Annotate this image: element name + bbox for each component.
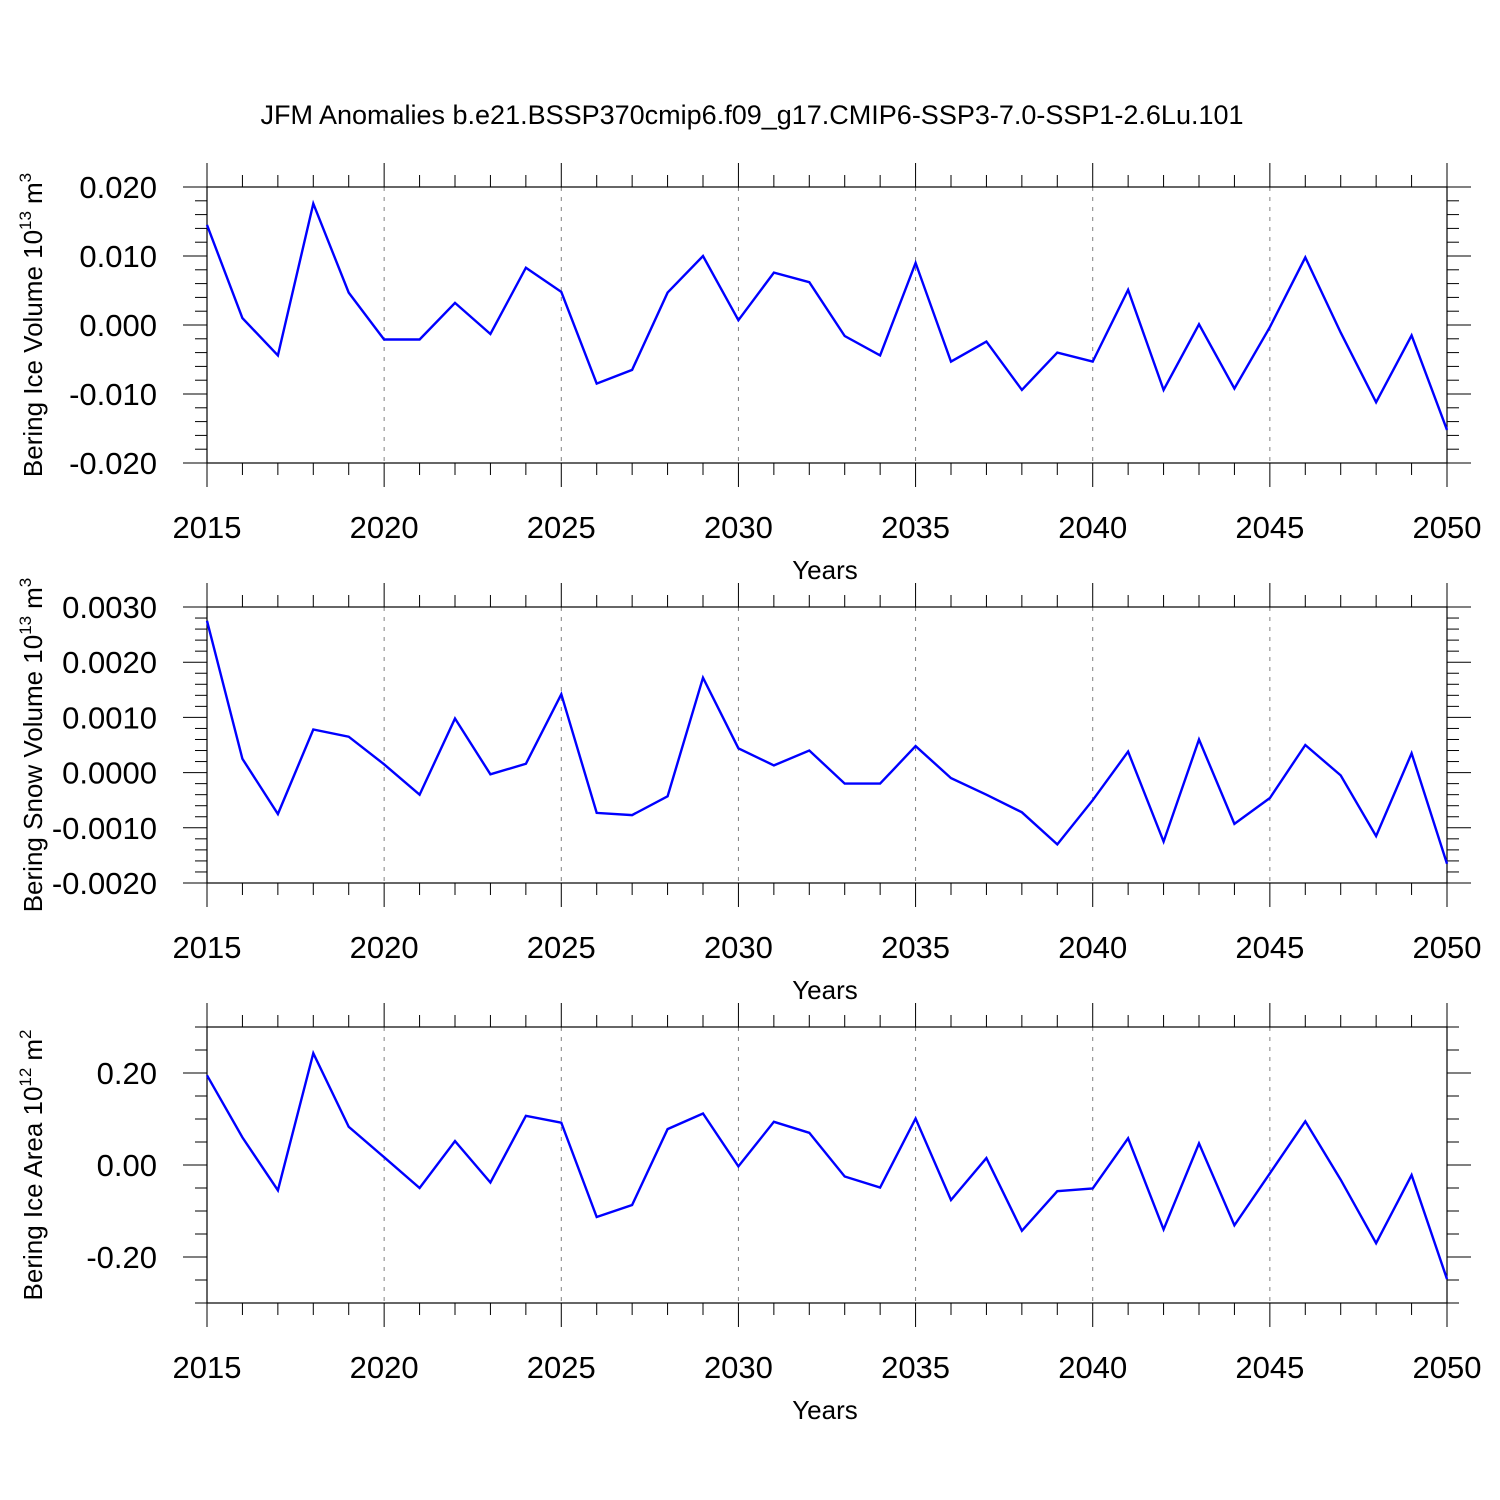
series-path (205, 620, 1449, 865)
y-tick-labels: -0.20 0.00 0.20 (86, 1056, 157, 1275)
y-tick-label: 0.020 (79, 170, 157, 205)
x-tick-label: 2030 (704, 930, 773, 965)
x-tick-label: 2025 (527, 510, 596, 545)
x-tick-label: 2035 (881, 510, 950, 545)
x-tick-label: 2020 (350, 930, 419, 965)
series-path (205, 199, 1449, 431)
y-tick-label: 0.0020 (62, 645, 157, 680)
x-tick-label: 2045 (1235, 930, 1304, 965)
y-tick-label: 0.20 (97, 1056, 157, 1091)
y-axis-label-exponent: 13 (16, 211, 35, 230)
x-axis-label: Years (792, 1395, 858, 1425)
x-tick-label: 2025 (527, 930, 596, 965)
series-line (205, 1049, 1449, 1280)
x-tick-labels: 2015 2020 2025 2030 2035 2040 2045 2050 (173, 510, 1482, 545)
y-axis-label-exponent: 13 (16, 616, 35, 635)
plot-frame (206, 606, 1448, 884)
panel-ice-area: -0.200.000.20 2015 2020 2025 2030 2035 2040 20… (16, 1003, 1481, 1425)
x-tick-label: 2020 (350, 510, 419, 545)
series-line (205, 199, 1449, 431)
y-tick-label: -0.0010 (52, 811, 157, 846)
panel-ice-volume: -0.020 -0.010 0.000 0.010 0.020 2015 2020 2025… (16, 163, 1481, 585)
figure-title: JFM Anomalies b.e21.BSSP370cmip6.f09_g17… (260, 100, 1243, 130)
x-tick-label: 2035 (881, 1350, 950, 1385)
x-tick-label: 2035 (881, 930, 950, 965)
x-grid (383, 607, 1271, 883)
x-tick-label: 2015 (173, 930, 242, 965)
y-axis-label-main: Bering Ice Volume 10 (18, 230, 48, 477)
x-tick-labels: 2015 2020 2025 2030 2035 2040 2045 2050 (173, 1350, 1482, 1385)
x-tick-label: 2020 (350, 1350, 419, 1385)
plot-frame (206, 1026, 1448, 1304)
x-tick-label: 2050 (1413, 1350, 1482, 1385)
x-axis-label: Years (792, 555, 858, 585)
y-tick-labels: -0.0020 -0.0010 0.0000 0.0010 0.0020 0.0030 (52, 590, 157, 901)
y-tick-label: -0.010 (69, 377, 157, 412)
y-axis-label: Bering Ice Area 1012 m2 (16, 1030, 48, 1301)
y-axis-label-unit-exponent: 2 (16, 1030, 35, 1039)
x-tick-label: 2025 (527, 1350, 596, 1385)
y-tick-label: 0.0030 (62, 590, 157, 625)
y-axis-label-unit-exponent: 3 (16, 173, 35, 182)
y-tick-label: -0.020 (69, 446, 157, 481)
x-tick-label: 2040 (1058, 510, 1127, 545)
x-tick-label: 2050 (1413, 510, 1482, 545)
axis-ticks (183, 163, 1471, 487)
y-tick-label: 0.0000 (62, 756, 157, 791)
plot-frame (206, 186, 1448, 464)
y-tick-label: 0.000 (79, 308, 157, 343)
x-tick-label: 2015 (173, 510, 242, 545)
y-tick-label: 0.0010 (62, 700, 157, 735)
x-tick-label: 2030 (704, 510, 773, 545)
x-grid (383, 187, 1271, 463)
series-line (205, 620, 1449, 865)
y-tick-label: -0.0020 (52, 866, 157, 901)
panel-snow-volume: -0.0020 -0.0010 0.0000 0.0010 0.0020 0.0030 2… (16, 578, 1481, 1005)
y-axis-label-unit-exponent: 3 (16, 578, 35, 587)
x-tick-label: 2040 (1058, 1350, 1127, 1385)
x-tick-label: 2040 (1058, 930, 1127, 965)
y-axis-label-unit: m (18, 1039, 48, 1061)
x-grid (383, 1027, 1271, 1303)
y-axis-label: Bering Ice Volume 1013 m3 (16, 173, 48, 477)
x-axis-label: Years (792, 975, 858, 1005)
axis-ticks (183, 1003, 1471, 1327)
y-axis-label-unit: m (18, 587, 48, 609)
y-axis-label-unit: m (18, 182, 48, 204)
x-tick-label: 2045 (1235, 510, 1304, 545)
series-path (205, 1049, 1449, 1280)
axis-ticks (183, 583, 1471, 907)
x-tick-label: 2045 (1235, 1350, 1304, 1385)
y-tick-label: 0.010 (79, 239, 157, 274)
x-tick-labels: 2015 2020 2025 2030 2035 2040 2045 2050 (173, 930, 1482, 965)
x-tick-label: 2050 (1413, 930, 1482, 965)
y-tick-label: 0.00 (97, 1148, 157, 1183)
y-axis-label-main: Bering Snow Volume 10 (18, 635, 48, 913)
y-tick-labels: -0.020 -0.010 0.000 0.010 0.020 (69, 170, 157, 481)
y-axis-label: Bering Snow Volume 1013 m3 (16, 578, 48, 913)
x-tick-label: 2015 (173, 1350, 242, 1385)
y-axis-label-exponent: 12 (16, 1068, 35, 1087)
x-tick-label: 2030 (704, 1350, 773, 1385)
y-tick-label: -0.20 (86, 1240, 157, 1275)
y-axis-label-main: Bering Ice Area 10 (18, 1087, 48, 1301)
